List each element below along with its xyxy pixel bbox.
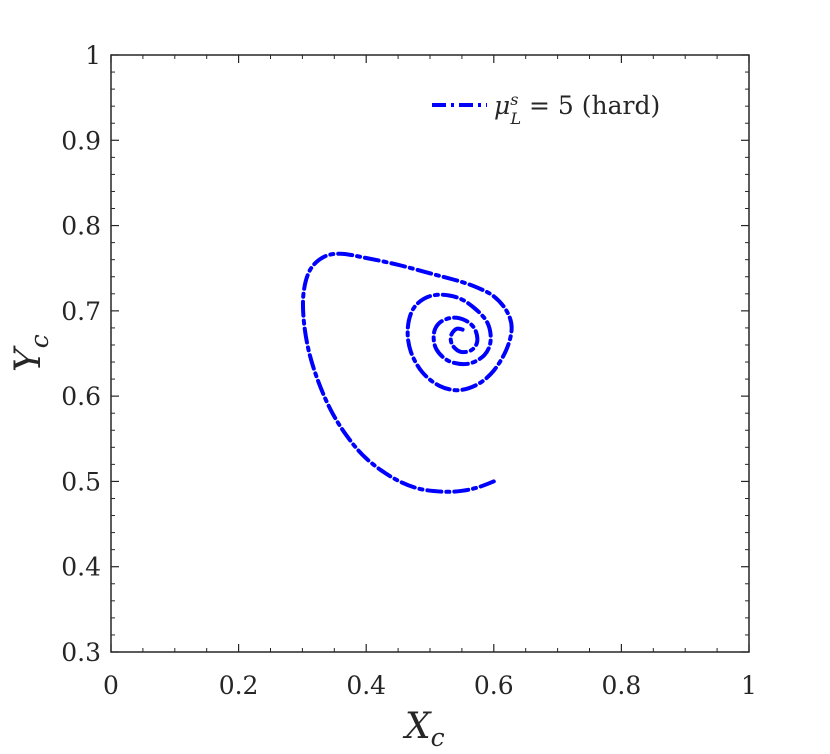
- y-tick-label: 0.3: [61, 638, 101, 667]
- series-line: [300, 251, 514, 494]
- x-axis-label-main: X: [402, 706, 432, 747]
- plot-area: [111, 55, 749, 652]
- legend-rest: = 5 (hard): [521, 91, 660, 120]
- x-axis-label: Xc: [402, 706, 445, 752]
- series-layer: [300, 251, 514, 494]
- legend-mu: μ: [494, 91, 510, 120]
- x-tick-label: 0.2: [219, 671, 259, 700]
- y-tick-label: 0.5: [61, 467, 101, 496]
- x-tick-label: 0: [103, 671, 119, 700]
- legend-sub: L: [509, 109, 521, 128]
- y-axis-label-sub: c: [25, 334, 54, 348]
- y-axis-label-main: Y: [8, 345, 49, 372]
- y-tick-label: 0.8: [61, 212, 101, 241]
- y-tick-label: 1: [85, 41, 101, 70]
- x-axis-label-sub: c: [431, 723, 445, 752]
- plot-frame: [110, 54, 750, 653]
- legend: μs L = 5 (hard): [420, 80, 730, 134]
- x-tick-label: 0.4: [346, 671, 386, 700]
- x-tick-label: 1: [741, 671, 757, 700]
- y-tick-label: 0.6: [61, 382, 101, 411]
- y-tick-label: 0.4: [61, 553, 101, 582]
- legend-sup: s: [510, 90, 518, 109]
- y-tick-label: 0.7: [61, 297, 101, 326]
- legend-label: μs L = 5 (hard): [494, 90, 660, 128]
- y-axis-label: Yc: [8, 334, 54, 372]
- x-tick-label: 0.8: [602, 671, 642, 700]
- y-tick-label: 0.9: [61, 126, 101, 155]
- x-tick-label: 0.6: [474, 671, 514, 700]
